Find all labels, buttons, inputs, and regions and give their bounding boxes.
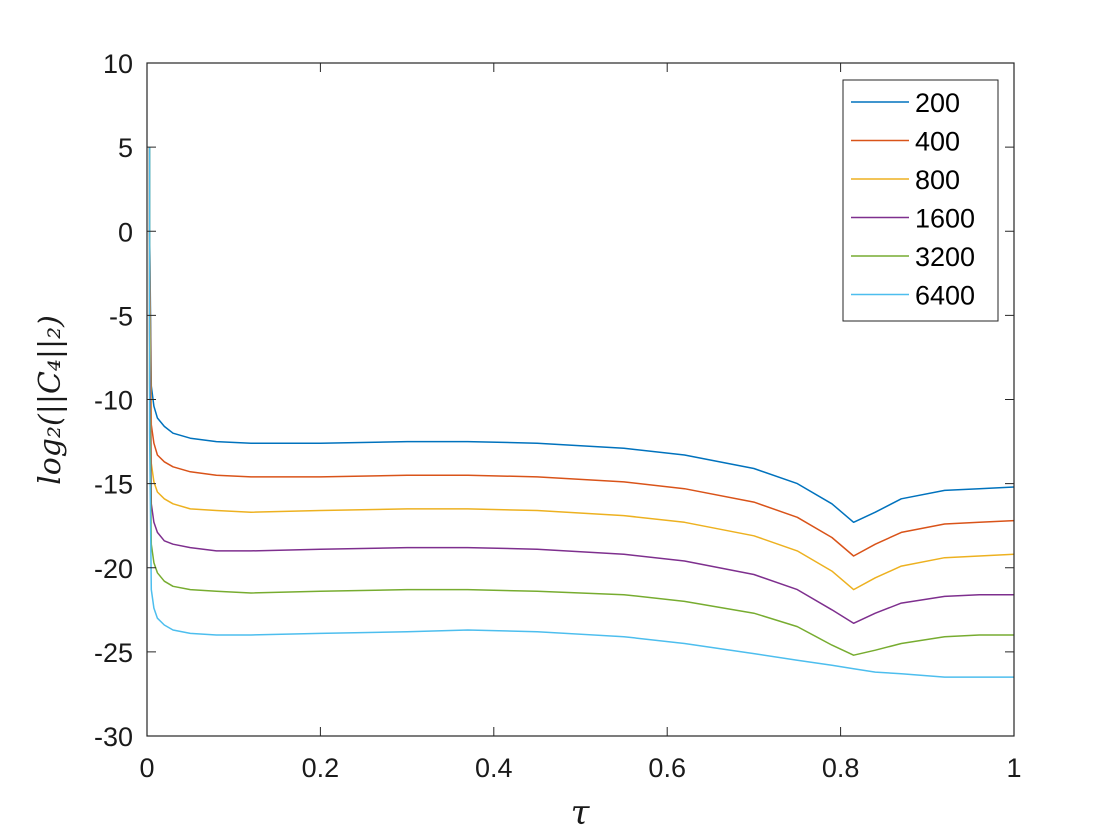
series-group bbox=[148, 147, 1015, 678]
series-line-6400 bbox=[148, 147, 1014, 678]
series-line-1600 bbox=[148, 147, 1014, 625]
y-tick-label: -25 bbox=[94, 638, 133, 668]
y-tick-label: 10 bbox=[103, 49, 133, 79]
axes-box bbox=[146, 62, 1015, 737]
series-line-400 bbox=[148, 147, 1015, 557]
legend-label: 400 bbox=[915, 127, 960, 157]
series-line-200 bbox=[148, 147, 1015, 524]
y-axis-label: log₂(||C₄||₂) bbox=[33, 315, 68, 485]
y-tick-label: 0 bbox=[118, 217, 133, 247]
x-tick-label: 1 bbox=[1006, 753, 1021, 783]
legend-box bbox=[842, 79, 999, 322]
x-tick-label: 0.6 bbox=[648, 753, 686, 783]
y-tick-label: 5 bbox=[118, 133, 133, 163]
series-line-3200 bbox=[148, 147, 1014, 656]
legend-label: 200 bbox=[915, 88, 960, 118]
y-tick-label: -30 bbox=[94, 722, 133, 752]
legend-label: 6400 bbox=[915, 281, 975, 311]
legend-label: 1600 bbox=[915, 204, 975, 234]
x-tick-label: 0.2 bbox=[302, 753, 340, 783]
x-tick-label: 0.4 bbox=[475, 753, 513, 783]
y-tick-label: -15 bbox=[94, 470, 133, 500]
y-tick-label: -5 bbox=[109, 301, 133, 331]
series-line-800 bbox=[148, 147, 1015, 591]
x-tick-label: 0.8 bbox=[822, 753, 860, 783]
x-tick-label: 0 bbox=[139, 753, 154, 783]
ticks-group: 0 0.2 0.4 0.6 0.8 1 10 5 0 -5 -10 -15 -20 -25 -30 bbox=[94, 49, 1022, 783]
legend: 200 400 800 1600 3200 6400 bbox=[842, 79, 999, 322]
x-axis-label: τ bbox=[571, 793, 591, 833]
y-tick-label: -20 bbox=[94, 554, 133, 584]
legend-label: 800 bbox=[915, 165, 960, 195]
y-tick-label: -10 bbox=[94, 386, 133, 416]
legend-label: 3200 bbox=[915, 242, 975, 272]
